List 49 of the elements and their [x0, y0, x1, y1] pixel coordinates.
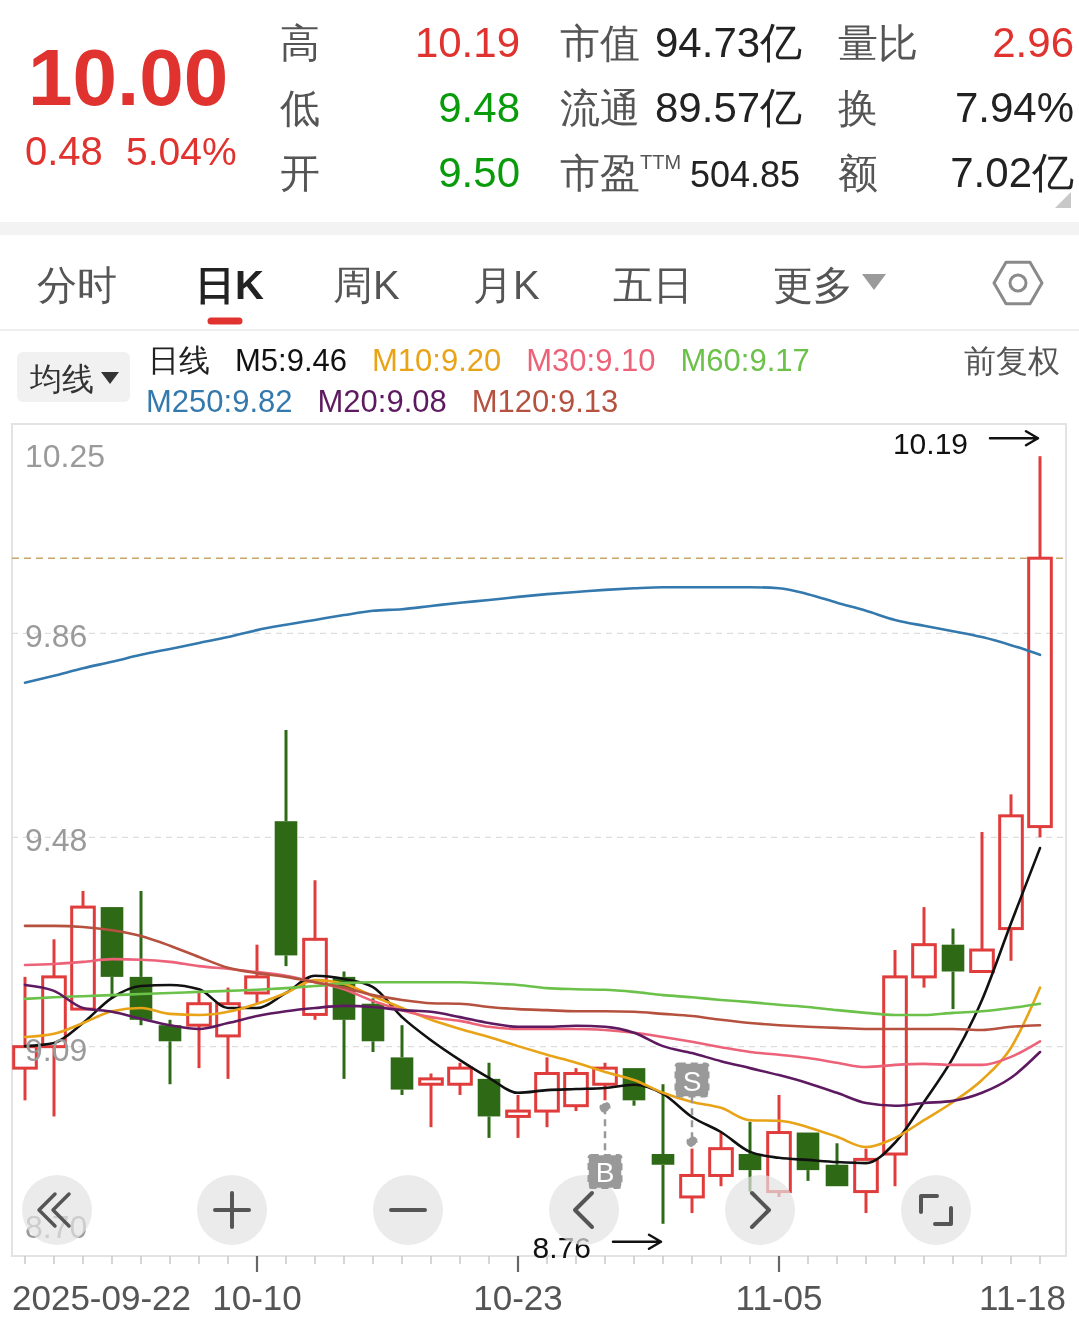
text: 9.50 — [438, 149, 520, 196]
text: M120:9.13 — [471, 384, 619, 419]
text: 量比 — [838, 21, 918, 65]
text: M10:9.20 — [372, 343, 502, 378]
y-tick-label: 10.25 — [25, 438, 106, 475]
text: 0.48 — [25, 129, 103, 173]
text: 7.94% — [954, 84, 1074, 131]
text: 五日 — [613, 263, 693, 307]
text: 市盈$^{TTM}$ — [560, 151, 682, 195]
text: M30:9.10 — [526, 343, 656, 378]
text: 日K — [195, 263, 264, 307]
text: 分时 — [37, 263, 117, 307]
text: 换 — [838, 86, 878, 130]
annotation: B — [595, 1156, 615, 1188]
text: 7.02亿 — [950, 149, 1074, 196]
text: 低 — [280, 86, 320, 130]
text: 2.96 — [992, 19, 1074, 66]
text: 504.85 — [689, 154, 800, 195]
text: M5:9.46 — [235, 343, 348, 378]
annotation: 10.19 — [892, 426, 968, 460]
text: 5.04% — [126, 130, 237, 173]
text: 高 — [280, 21, 320, 65]
x-tick-label: 10-23 — [473, 1278, 563, 1317]
text: M250:9.82 — [146, 384, 293, 419]
text: 市值 — [560, 21, 640, 65]
x-tick-label: 11-05 — [735, 1278, 823, 1317]
text: 额 — [838, 151, 878, 195]
text: 月K — [473, 263, 540, 307]
text: 89.57亿 — [655, 84, 803, 131]
legend-title: 日线 — [148, 343, 210, 378]
text: M60:9.17 — [680, 343, 810, 378]
text: 流通 — [560, 86, 640, 130]
text: M20:9.08 — [317, 384, 447, 419]
text: 开 — [280, 151, 320, 195]
text: 94.73亿 — [655, 19, 803, 66]
text: 10.19 — [414, 19, 520, 66]
y-tick-label: 9.86 — [25, 618, 88, 655]
text: 11-18 — [979, 1278, 1066, 1317]
annotation: S — [682, 1065, 702, 1097]
text: 周K — [333, 263, 400, 307]
x-tick-label: 10-10 — [212, 1278, 302, 1317]
text: 2025-09-22 — [12, 1278, 192, 1317]
text: 前复权 — [964, 343, 1060, 379]
annotation: 8.76 — [532, 1230, 591, 1264]
y-tick-label: 9.48 — [25, 822, 88, 859]
text: 均线 — [29, 361, 94, 397]
text: 更多 — [773, 263, 853, 307]
text: 9.48 — [438, 84, 520, 131]
text: 10.00 — [28, 33, 229, 122]
